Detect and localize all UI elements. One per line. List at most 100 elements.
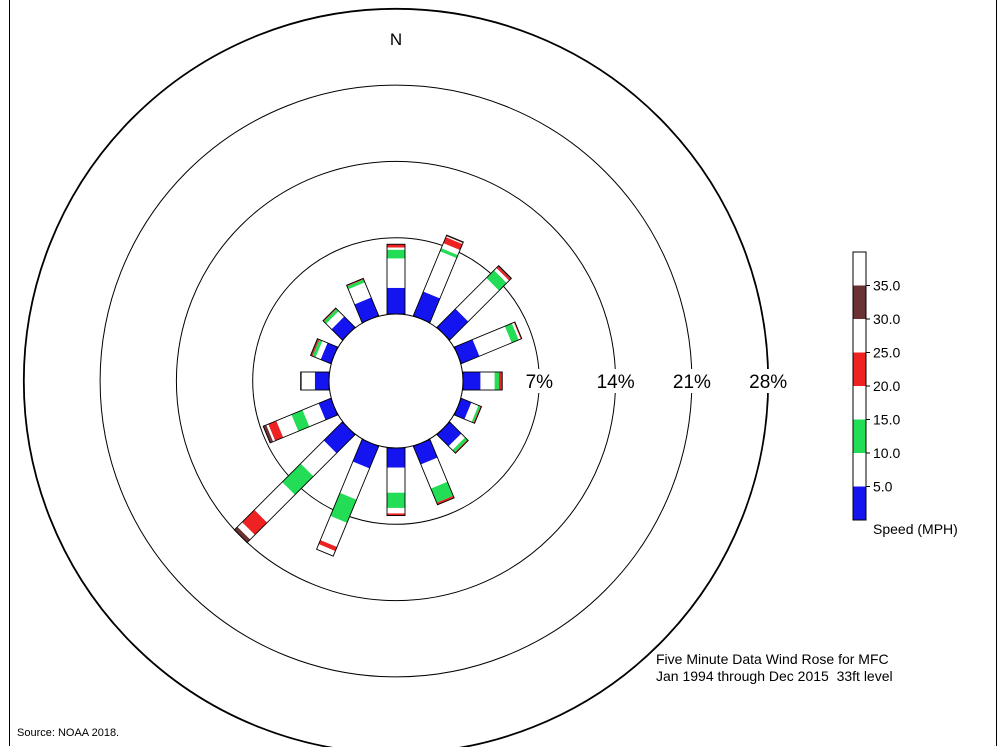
petal-segment-10-15 [494, 372, 499, 390]
petal-segment-0-5 [387, 287, 405, 314]
petal-270 [300, 371, 330, 391]
petal-segment-15-20 [494, 267, 510, 283]
petal-segment-0-5 [454, 398, 472, 420]
petal-outline [412, 234, 464, 324]
ring-label-bg [744, 369, 793, 393]
calm-circle [328, 313, 464, 449]
petal-outline [412, 438, 455, 506]
petal-outline [436, 264, 513, 341]
petal-segment-10-15 [486, 270, 507, 291]
north-label: N [390, 30, 402, 49]
petal-segment-0-5 [314, 372, 330, 390]
petal-segment-0-5 [463, 372, 481, 390]
petal-202.5 [315, 438, 380, 557]
petal-segment-5-10 [387, 258, 405, 288]
petal-225 [233, 421, 356, 544]
petal-outline [346, 277, 380, 324]
petal-segment-5-10 [472, 326, 512, 357]
petal-segment-10-15 [282, 463, 314, 495]
ring-label: 7% [526, 372, 554, 393]
petal-segment-20-25 [443, 237, 463, 251]
petal-segment-30-35 [234, 526, 251, 543]
petal-segment-5-10 [300, 440, 337, 477]
petal-segment-15-20 [320, 515, 347, 548]
petal-segment-10-15 [430, 481, 454, 503]
caption-line-1: Five Minute Data Wind Rose for MFC [656, 651, 889, 667]
petal-segment-10-15 [312, 339, 323, 358]
legend-swatch [853, 252, 866, 286]
petal-segment-0-5 [387, 448, 405, 468]
petal-outline [300, 371, 330, 391]
petal-segment-5-10 [464, 402, 479, 423]
petal-337.5 [346, 277, 380, 324]
ring-label-bg [515, 369, 564, 393]
ring-label: 14% [597, 372, 635, 393]
wind-petals [233, 234, 523, 557]
petal-outline [453, 397, 483, 424]
petal-112.5 [453, 397, 483, 424]
speed-legend: 35.0 30.0 25.0 20.0 15.0 10.0 5.0 Speed (MPH) [852, 251, 958, 537]
petal-segment-5-10 [348, 282, 372, 305]
petal-segment-0-5 [323, 422, 355, 454]
ring-label-bg [591, 369, 640, 393]
legend-swatch [853, 285, 866, 319]
petal-segment-15-20 [301, 372, 307, 390]
petal-segment-0-5 [320, 342, 338, 364]
petal-segment-20-25 [387, 244, 405, 248]
petal-segment-15-20 [276, 414, 299, 438]
petal-outline [262, 397, 339, 444]
petal-segment-0-5 [437, 308, 469, 340]
north-label-bg [385, 29, 407, 51]
petal-segment-10-15 [387, 492, 405, 508]
petal-outline [462, 371, 503, 391]
petal-segment-10-15 [504, 323, 519, 343]
petal-segment-5-10 [387, 467, 405, 493]
ring-label: 28% [749, 372, 787, 393]
petal-90 [462, 371, 503, 391]
petal-segment-5-10 [423, 251, 457, 299]
petal-segment-5-10 [480, 372, 495, 390]
petal-segment-30-35 [497, 265, 512, 280]
petal-outline [386, 243, 406, 315]
petal-outline [233, 421, 356, 544]
chart-caption: Five Minute Data Wind Rose for MFC Jan 1… [656, 651, 893, 685]
petal-segment-10-15 [452, 437, 468, 453]
petal-segment-20-25 [436, 495, 455, 505]
petal-segment-20-25 [322, 307, 337, 322]
legend-swatch [853, 453, 866, 487]
petal-segment-35+ [316, 547, 335, 557]
petal-segment-5-10 [455, 277, 500, 322]
petal-135 [436, 421, 469, 454]
petal-segment-5-10 [326, 311, 345, 330]
petal-segment-5-10 [420, 457, 448, 489]
petal-segment-5-10 [315, 340, 328, 360]
source-note: Source: NOAA 2018. [17, 727, 120, 739]
legend-label: 25.0 [873, 345, 900, 361]
petal-segment-10-15 [387, 249, 405, 259]
petal-segment-25-30 [445, 236, 463, 244]
petal-segment-10-15 [471, 405, 481, 423]
petal-segment-10-15 [323, 308, 339, 324]
legend-swatch [853, 486, 866, 520]
petal-segment-25-30 [237, 522, 255, 540]
petal-22.5 [412, 234, 464, 324]
caption-line-2: Jan 1994 through Dec 2015 33ft level [656, 668, 893, 684]
ring-labels: 7% 14% 21% 28% [515, 369, 793, 393]
ring-28% [23, 8, 769, 747]
legend-label: 20.0 [873, 378, 900, 394]
petal-segment-20-25 [387, 513, 405, 516]
petal-segment-20-25 [498, 372, 502, 390]
petal-247.5 [262, 397, 339, 444]
petal-segment-5-10 [306, 372, 315, 390]
petal-segment-25-30 [266, 424, 276, 442]
petal-segment-30-35 [263, 425, 274, 443]
petal-segment-10-15 [440, 248, 458, 259]
legend-label: 10.0 [873, 445, 900, 461]
petal-segment-20-25 [318, 540, 337, 552]
petal-segment-15-20 [441, 243, 460, 256]
petal-segment-10-15 [291, 410, 310, 432]
petal-segment-0-5 [354, 297, 379, 323]
legend-swatch [853, 352, 866, 386]
petal-segment-5-10 [448, 433, 466, 451]
